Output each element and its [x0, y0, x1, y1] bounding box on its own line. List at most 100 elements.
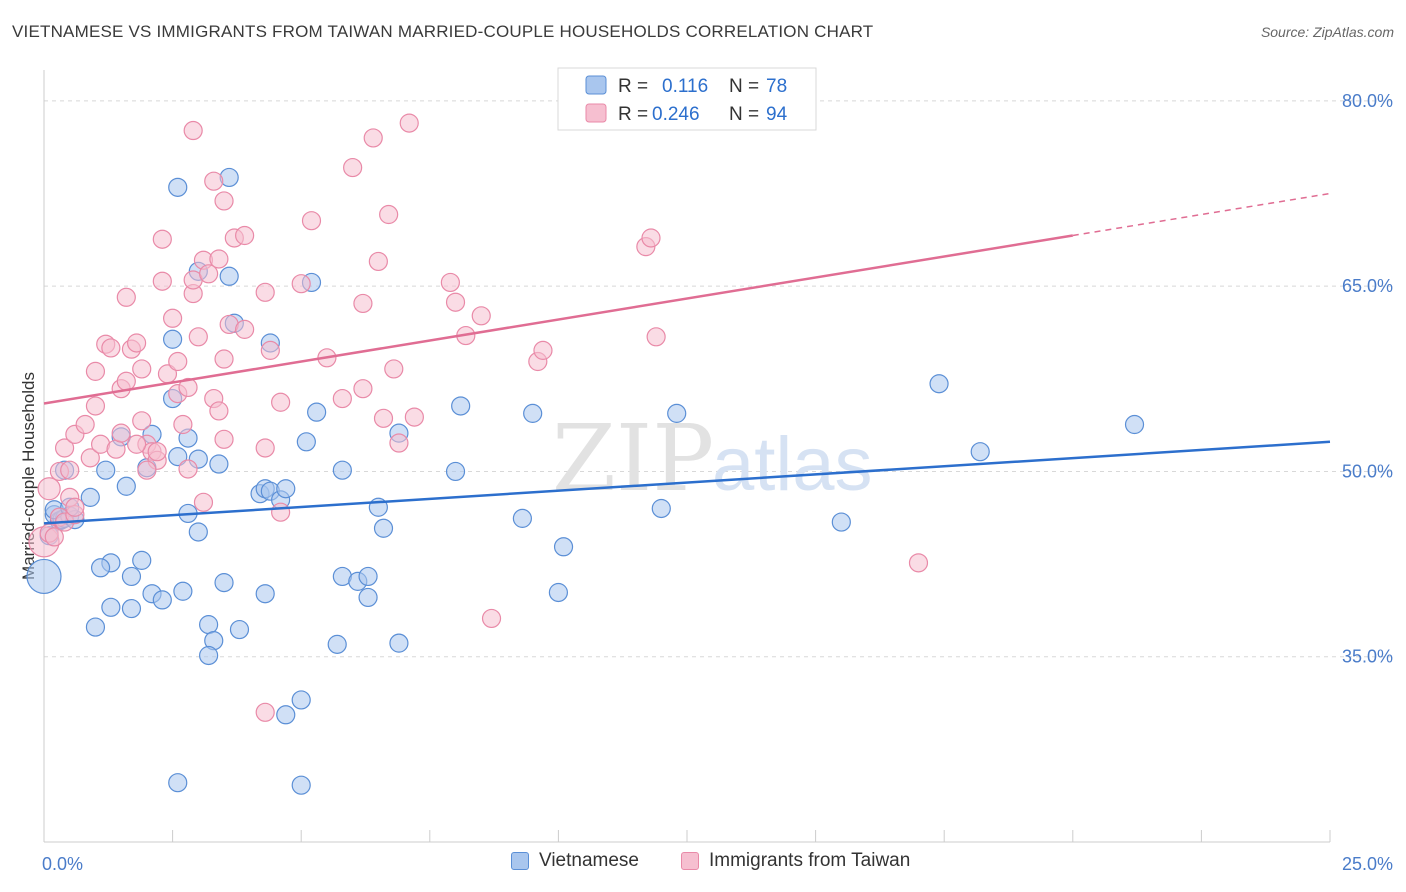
vietnamese-point [389, 633, 409, 653]
watermark-zip: ZIP [552, 405, 714, 512]
taiwan-point [471, 306, 491, 326]
vietnamese-trend-line [43, 440, 1331, 525]
taiwan-point [389, 433, 409, 453]
chart-title: VIETNAMESE VS IMMIGRANTS FROM TAIWAN MAR… [12, 22, 874, 41]
legend-swatch-pink [585, 103, 607, 123]
vietnamese-point [451, 396, 471, 416]
taiwan-point [44, 527, 64, 547]
vietnamese-point [276, 479, 296, 499]
vietnamese-point [26, 558, 62, 595]
taiwan-point [85, 361, 106, 381]
legend-n-label: N = [729, 76, 759, 97]
legend-swatch-blue [585, 75, 607, 95]
taiwan-point [404, 407, 424, 427]
taiwan-point [379, 204, 399, 225]
axis-layer: 35.0% 50.0% 65.0% 80.0% 0.0% 25.0% Married-cou… [19, 70, 1393, 874]
taiwan-point [214, 191, 234, 211]
taiwan-point [373, 408, 394, 428]
taiwan-point [209, 401, 229, 421]
vietnamese-point [168, 177, 188, 197]
y-tick-label: 80.0% [1342, 91, 1393, 111]
vietnamese-point [291, 775, 311, 795]
taiwan-point [65, 497, 85, 517]
taiwan-point [399, 113, 419, 133]
taiwan-point [271, 502, 291, 522]
vietnamese-point [80, 487, 100, 507]
taiwan-point [481, 608, 502, 629]
bottom-legend-label: Immigrants from Taiwan [709, 850, 911, 871]
taiwan-point [255, 282, 275, 302]
taiwan-point [116, 287, 136, 307]
taiwan-point [37, 477, 61, 501]
legend-r-label: R = [618, 76, 648, 97]
taiwan-point [126, 333, 147, 353]
taiwan-point [178, 459, 198, 479]
legend-box: R = 0.116 N = 78 R = 0.246 N = 94 [557, 67, 817, 131]
taiwan-point [235, 319, 255, 339]
taiwan-point [116, 371, 136, 391]
taiwan-point [178, 377, 198, 398]
trend-layer [43, 192, 1331, 525]
source-label: Source: ZipAtlas.com [1260, 24, 1394, 40]
bottom-legend-swatch-pink [681, 852, 699, 870]
vietnamese-point [667, 403, 687, 423]
taiwan-point [126, 434, 147, 454]
vietnamese-point [116, 476, 136, 496]
vietnamese-point [90, 558, 111, 578]
vietnamese-point [152, 590, 172, 610]
vietnamese-point [358, 587, 378, 608]
vietnamese-point [523, 403, 543, 423]
bottom-legend-item-vietnamese[interactable]: Vietnamese [511, 850, 639, 872]
vietnamese-point [929, 374, 949, 394]
taiwan-point [137, 460, 157, 480]
taiwan-point [646, 327, 666, 347]
taiwan-point [199, 264, 219, 284]
vietnamese-point [214, 573, 234, 593]
taiwan-point [183, 120, 203, 141]
y-tick-label: 65.0% [1342, 276, 1393, 296]
taiwan-trend-line [43, 234, 1074, 405]
taiwan-trend-extension [1072, 192, 1331, 237]
vietnamese-point [132, 550, 152, 570]
vietnamese-point [168, 773, 188, 793]
taiwan-point [106, 439, 126, 459]
y-tick-label: 50.0% [1342, 461, 1393, 481]
taiwan-point [363, 128, 383, 148]
vietnamese-point [188, 522, 208, 542]
bottom-legend-item-taiwan[interactable]: Immigrants from Taiwan [681, 850, 910, 872]
vietnamese-point [219, 266, 239, 286]
taiwan-point [80, 448, 100, 468]
x-tick-label: 25.0% [1342, 854, 1393, 874]
vietnamese-point [970, 442, 990, 462]
taiwan-point [188, 327, 208, 347]
taiwan-point [147, 442, 167, 462]
legend-r-value: 0.116 [662, 76, 708, 97]
vietnamese-point [163, 329, 183, 349]
vietnamese-point [358, 566, 378, 587]
taiwan-point [204, 171, 224, 191]
taiwan-point [163, 308, 183, 328]
taiwan-point [301, 211, 322, 231]
vietnamese-point [445, 461, 466, 482]
taiwan-point [209, 249, 229, 269]
vietnamese-point [101, 597, 121, 617]
points-layer [26, 113, 1145, 795]
vietnamese-point [121, 598, 142, 619]
taiwan-point [101, 338, 121, 358]
taiwan-point [260, 340, 280, 360]
taiwan-point [343, 157, 363, 178]
taiwan-point [193, 492, 214, 512]
vietnamese-point [121, 566, 142, 587]
vietnamese-point [229, 619, 250, 640]
taiwan-point [255, 438, 275, 458]
taiwan-point [440, 272, 460, 293]
vietnamese-point [307, 402, 327, 422]
vietnamese-point [209, 454, 229, 474]
legend-r-value: 0.246 [652, 104, 700, 125]
watermark: ZIP atlas [552, 405, 873, 512]
vietnamese-point [173, 581, 193, 601]
legend-r-label: R = [618, 104, 648, 125]
vietnamese-point [831, 512, 851, 532]
vietnamese-point [255, 584, 275, 604]
